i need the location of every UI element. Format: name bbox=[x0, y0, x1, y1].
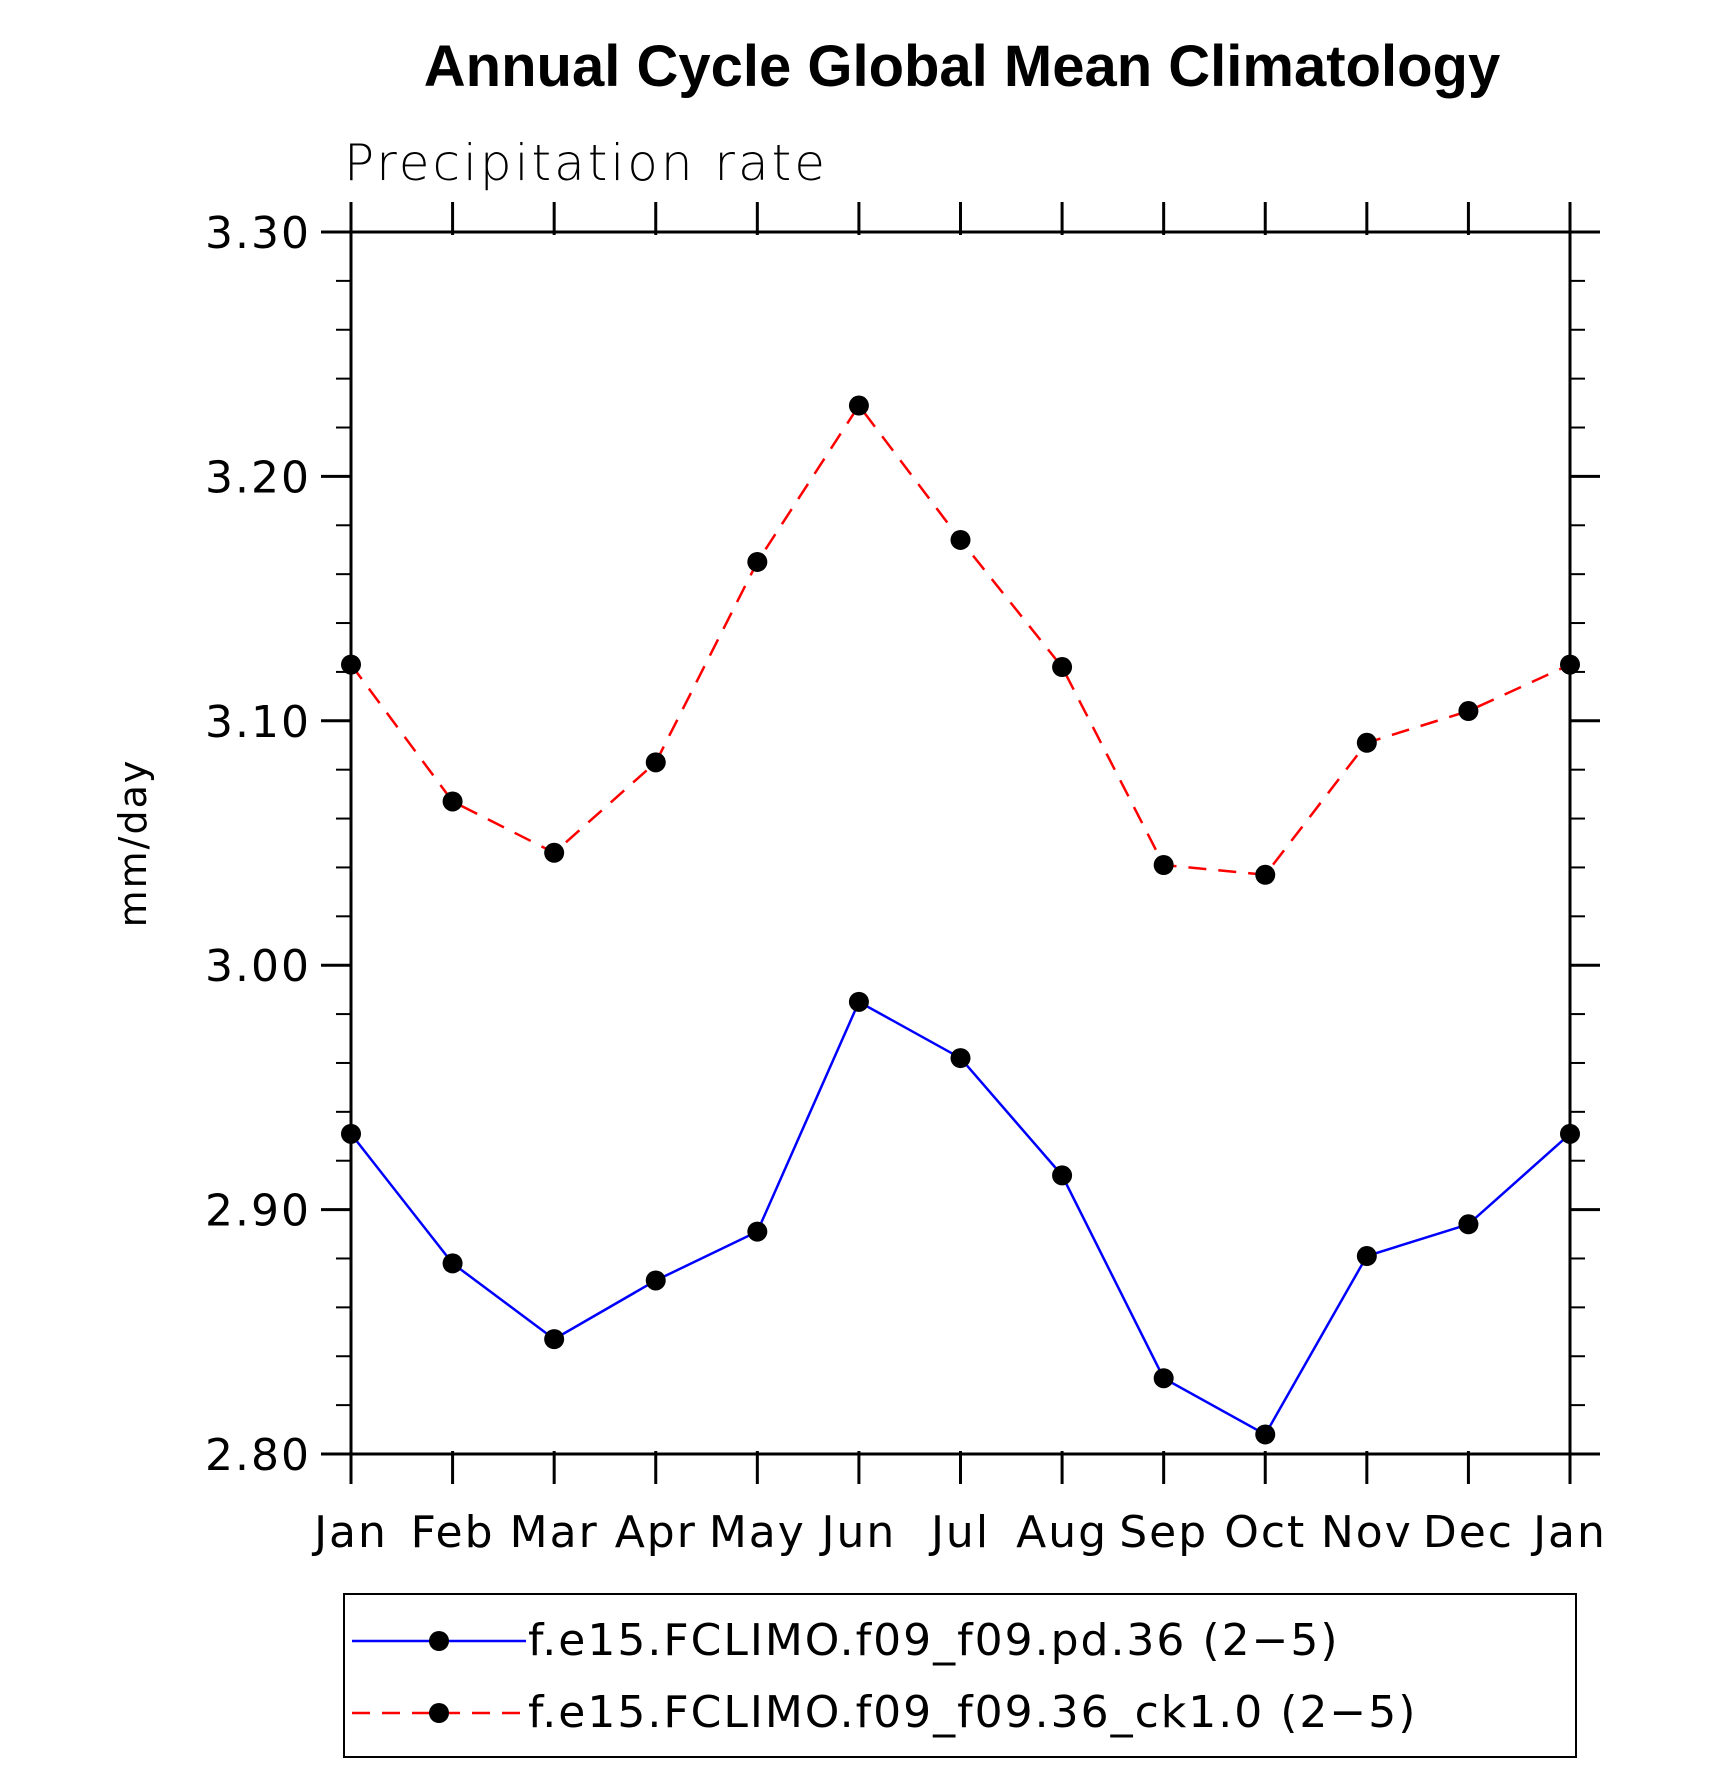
legend-box bbox=[343, 1593, 1577, 1758]
data-point-series-2 bbox=[1356, 732, 1377, 753]
y-tick-label: 3.20 bbox=[205, 452, 311, 503]
data-point-series-1 bbox=[950, 1048, 971, 1069]
data-point-series-1 bbox=[848, 991, 869, 1012]
x-tick-label: Sep bbox=[1119, 1507, 1208, 1558]
x-tick-label: Jun bbox=[819, 1507, 897, 1558]
x-tick-label: Mar bbox=[510, 1507, 599, 1558]
data-point-series-1 bbox=[341, 1123, 361, 1144]
data-point-series-1 bbox=[442, 1253, 463, 1274]
data-point-series-2 bbox=[544, 842, 565, 863]
y-tick-label: 2.80 bbox=[205, 1430, 311, 1481]
chart-title: Annual Cycle Global Mean Climatology bbox=[424, 34, 1500, 99]
x-tick-label: Feb bbox=[411, 1507, 495, 1558]
x-tick-label: Jul bbox=[928, 1507, 990, 1558]
x-tick-label: Dec bbox=[1423, 1507, 1514, 1558]
data-point-series-1 bbox=[1052, 1165, 1073, 1186]
legend-entries bbox=[352, 1631, 526, 1723]
data-point-series-1 bbox=[1458, 1214, 1479, 1235]
x-tick-label: Aug bbox=[1016, 1507, 1108, 1558]
y-axis-label: mm/day bbox=[111, 759, 155, 928]
data-point-series-2 bbox=[848, 395, 869, 416]
data-point-series-2 bbox=[1255, 864, 1276, 885]
data-point-series-2 bbox=[1458, 701, 1479, 722]
y-tick-label: 3.10 bbox=[205, 697, 311, 748]
y-tick-label: 3.30 bbox=[205, 208, 311, 259]
axis-ticks: Jan Feb Mar Apr May Jun Jul Aug Sep Oct Nov Dec Jan2… bbox=[205, 202, 1607, 1558]
data-point-series-2 bbox=[442, 791, 463, 812]
legend-marker-series-1 bbox=[429, 1631, 449, 1651]
x-tick-label: Oct bbox=[1224, 1507, 1306, 1558]
data-point-series-2 bbox=[747, 551, 768, 572]
plot-frame bbox=[349, 230, 1572, 1456]
x-tick-label: May bbox=[709, 1507, 806, 1558]
data-point-series-1 bbox=[1153, 1368, 1174, 1389]
x-tick-label: Apr bbox=[615, 1507, 697, 1558]
series-line-2 bbox=[349, 403, 1571, 877]
data-point-series-2 bbox=[1052, 657, 1073, 678]
x-tick-label: Jan bbox=[1530, 1507, 1607, 1558]
data-point-series-2 bbox=[341, 654, 361, 675]
data-point-series-1 bbox=[1560, 1123, 1580, 1144]
legend-marker-series-2 bbox=[429, 1703, 449, 1723]
legend-label-series-1: f.e15.FCLIMO.f09_f09.pd.36 (2−5) bbox=[528, 1615, 1340, 1666]
legend: f.e15.FCLIMO.f09_f09.pd.36 (2−5) f.e15.F… bbox=[343, 1593, 1577, 1758]
x-tick-label: Nov bbox=[1321, 1507, 1413, 1558]
data-point-series-1 bbox=[645, 1270, 666, 1291]
data-point-series-2 bbox=[645, 752, 666, 773]
data-point-series-1 bbox=[544, 1329, 565, 1350]
legend-label-series-2: f.e15.FCLIMO.f09_f09.36_ck1.0 (2−5) bbox=[528, 1687, 1417, 1738]
data-point-series-2 bbox=[950, 529, 971, 550]
data-point-series-1 bbox=[1356, 1246, 1377, 1267]
data-point-series-1 bbox=[747, 1221, 768, 1242]
x-tick-label: Jan bbox=[311, 1507, 388, 1558]
data-point-series-2 bbox=[1153, 854, 1174, 875]
chart-subtitle: Precipitation rate bbox=[344, 134, 828, 192]
data-point-series-1 bbox=[1255, 1424, 1276, 1445]
series-layer bbox=[341, 395, 1580, 1445]
y-tick-label: 3.00 bbox=[205, 941, 311, 992]
data-point-series-2 bbox=[1560, 654, 1580, 675]
y-tick-label: 2.90 bbox=[205, 1186, 311, 1237]
